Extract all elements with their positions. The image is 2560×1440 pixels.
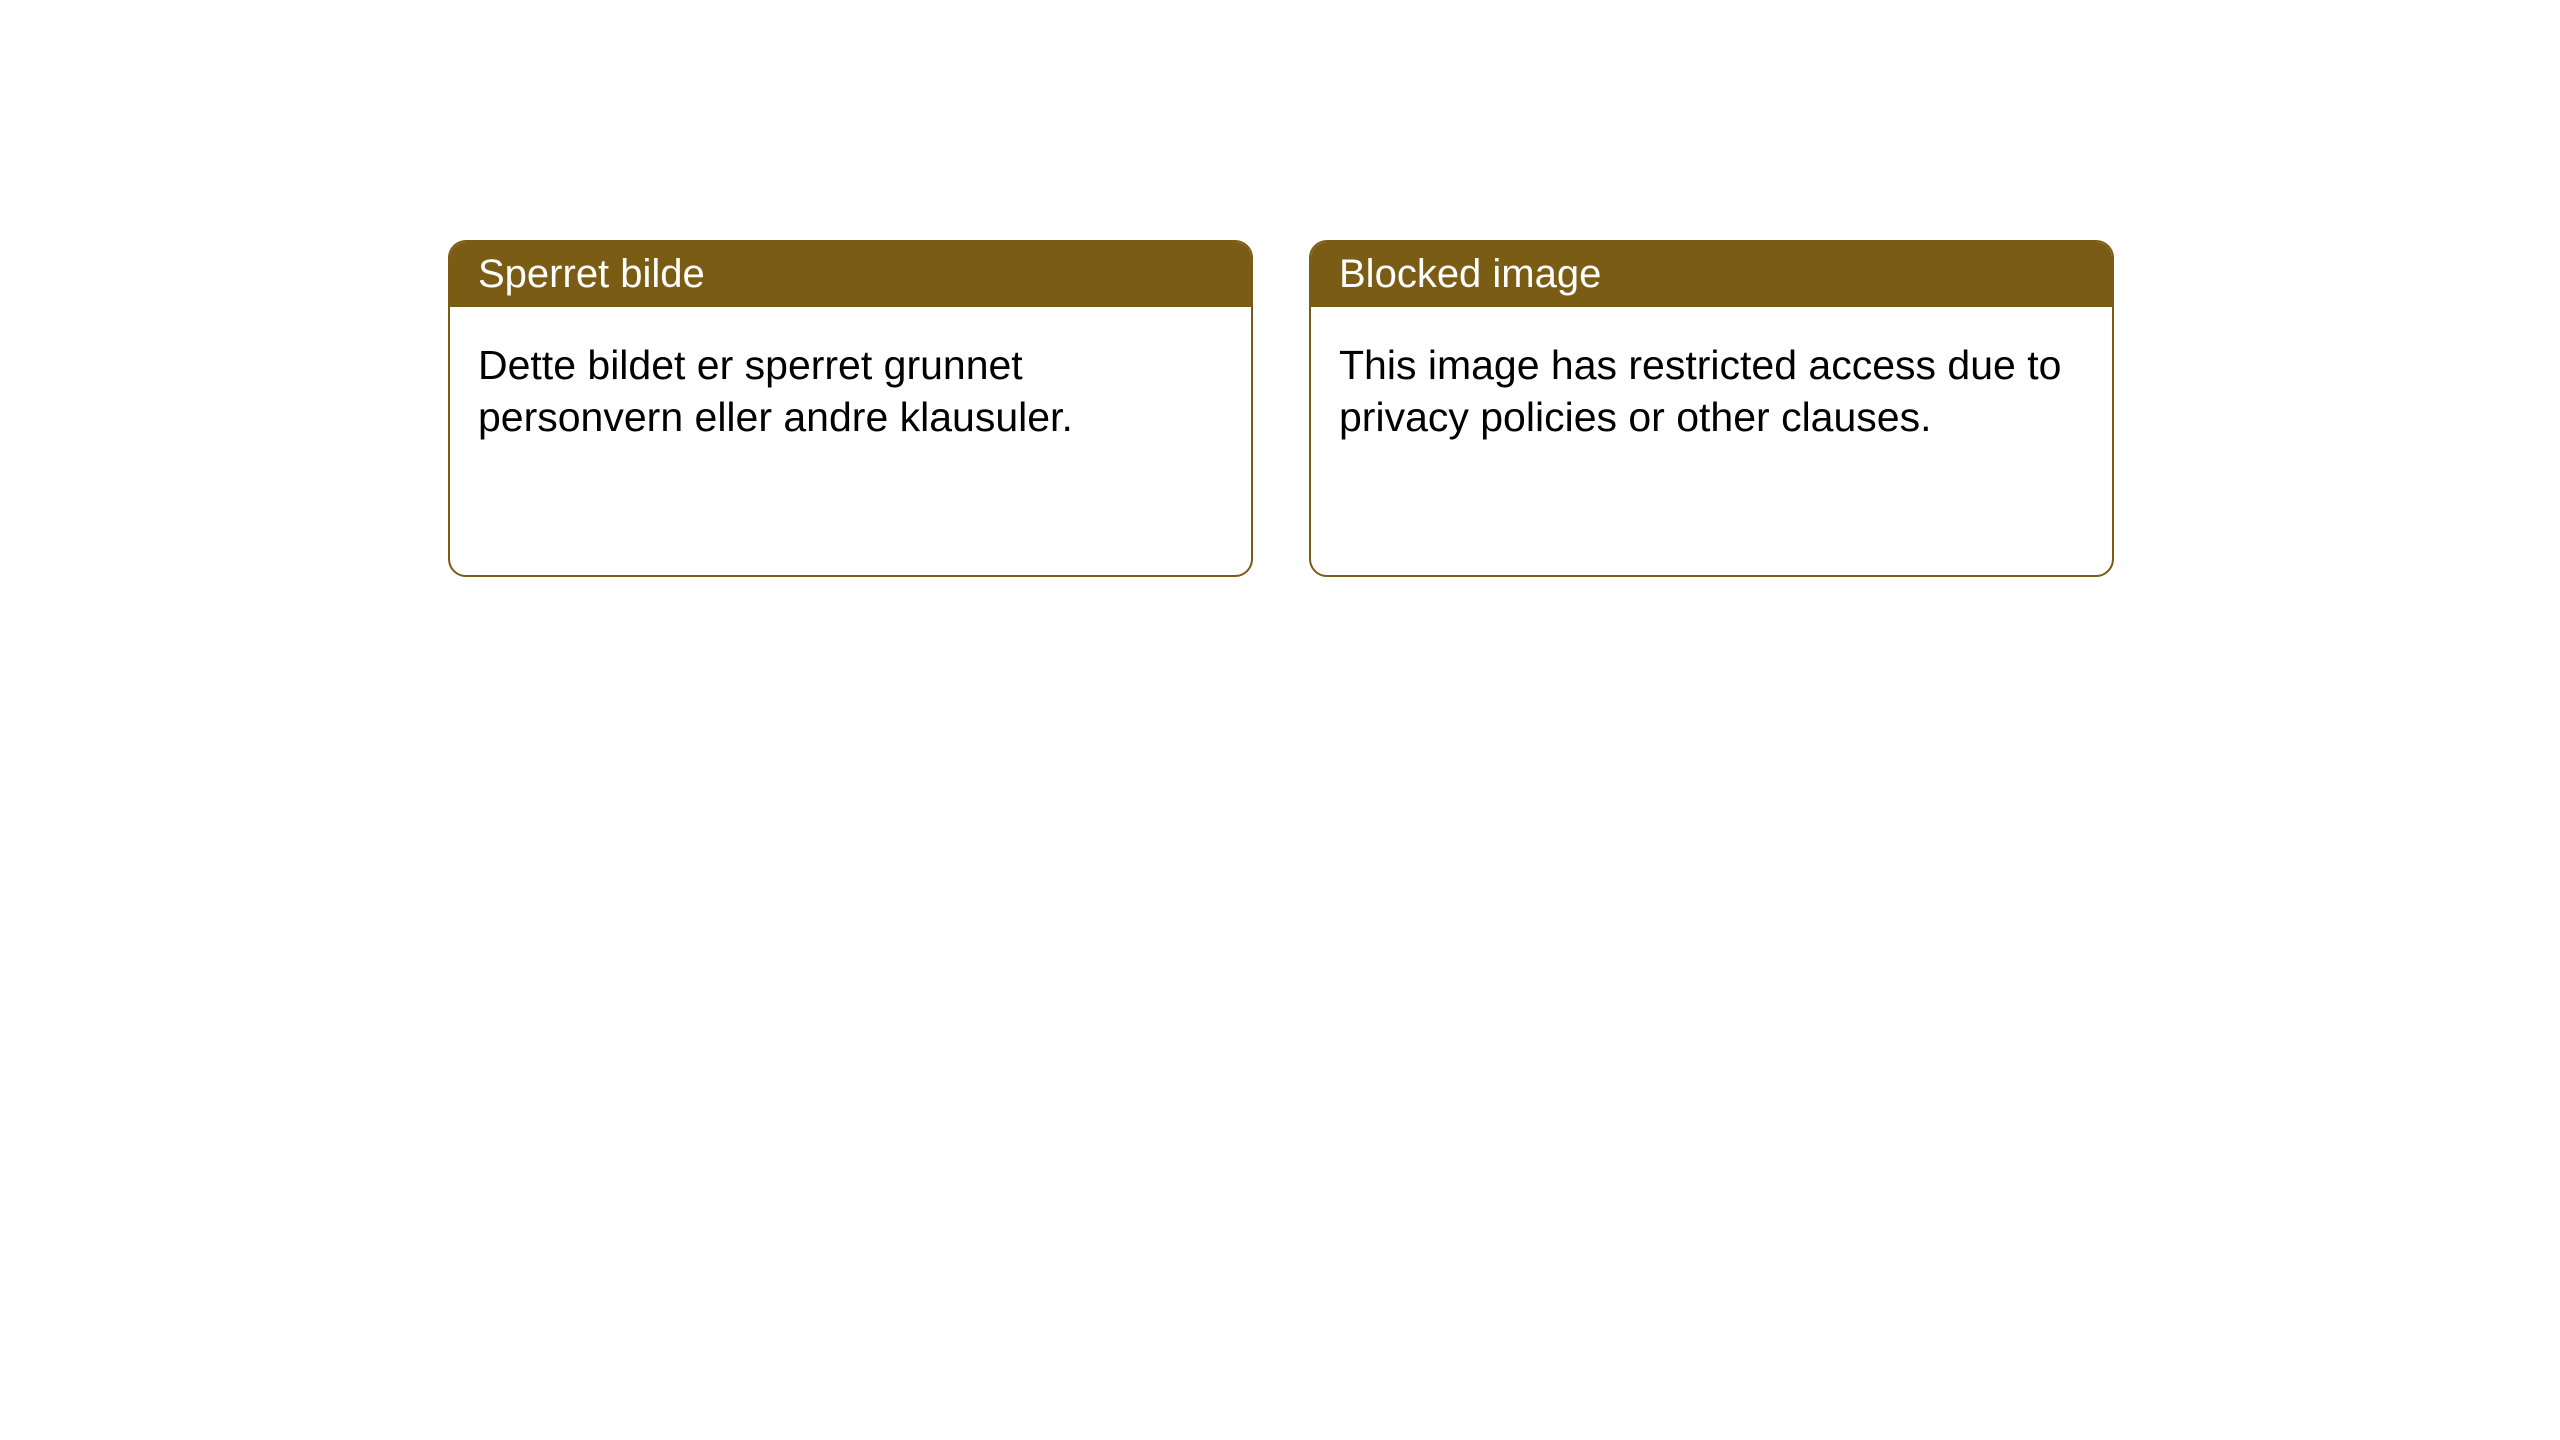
card-title: Sperret bilde xyxy=(478,252,705,296)
card-title: Blocked image xyxy=(1339,252,1601,296)
card-header: Blocked image xyxy=(1311,242,2112,307)
card-body-text: This image has restricted access due to … xyxy=(1339,342,2061,440)
card-body: This image has restricted access due to … xyxy=(1311,307,2112,475)
notice-cards-container: Sperret bilde Dette bildet er sperret gr… xyxy=(448,240,2114,577)
card-header: Sperret bilde xyxy=(450,242,1251,307)
notice-card-english: Blocked image This image has restricted … xyxy=(1309,240,2114,577)
card-body: Dette bildet er sperret grunnet personve… xyxy=(450,307,1251,475)
notice-card-norwegian: Sperret bilde Dette bildet er sperret gr… xyxy=(448,240,1253,577)
card-body-text: Dette bildet er sperret grunnet personve… xyxy=(478,342,1073,440)
